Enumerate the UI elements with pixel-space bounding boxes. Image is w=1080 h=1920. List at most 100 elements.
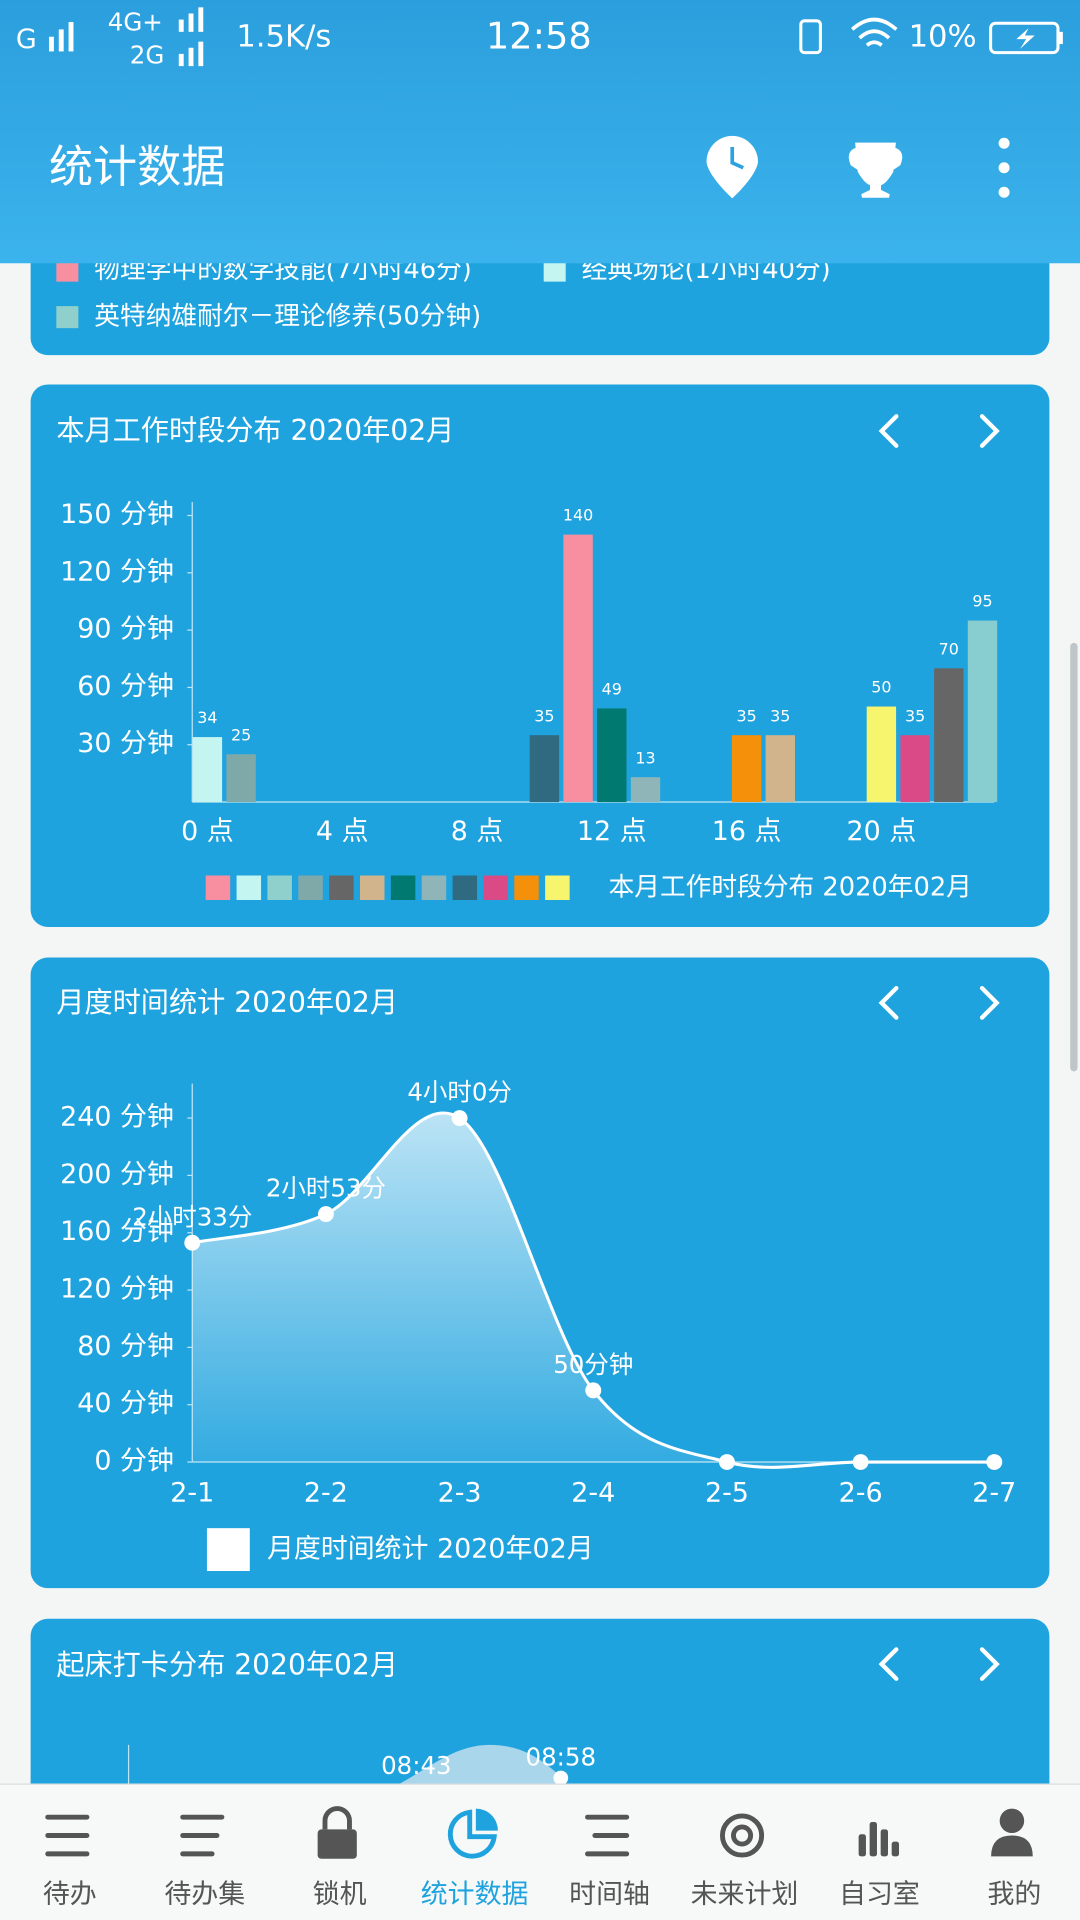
x-tick-label: 2-1 — [170, 1477, 214, 1508]
nav-icon[interactable] — [447, 1809, 497, 1859]
chart-title: 本月工作时段分布 2020年02月 — [56, 414, 454, 447]
legend-label: 本月工作时段分布 2020年02月 — [609, 872, 972, 902]
nav-label[interactable]: 待办集 — [164, 1879, 245, 1910]
app-title: 统计数据 — [49, 142, 225, 193]
x-tick-label: 2-5 — [705, 1477, 749, 1508]
legend-swatch — [514, 875, 539, 900]
signal-bar — [188, 47, 194, 67]
chart-title: 月度时间统计 2020年02月 — [56, 986, 398, 1019]
legend-swatch — [298, 875, 323, 900]
annotation: 08:43 — [381, 1751, 452, 1780]
signal-bar — [48, 36, 54, 52]
prev-arrow[interactable] — [878, 986, 899, 1020]
nav-icon[interactable] — [720, 1813, 765, 1858]
prev-arrow[interactable] — [878, 414, 899, 448]
carrier: G — [16, 24, 37, 55]
battery-level: 10% — [909, 19, 977, 54]
network: 2G — [130, 40, 165, 69]
legend-swatch — [205, 875, 231, 900]
legend-swatch — [483, 875, 508, 900]
annotation: 08:58 — [526, 1742, 597, 1771]
bar — [597, 708, 627, 803]
clock: 12:58 — [486, 14, 592, 57]
legend-label: 月度时间统计 2020年02月 — [267, 1534, 594, 1565]
bar — [226, 754, 256, 803]
menu-dot[interactable] — [998, 162, 1010, 174]
legend-swatch — [267, 875, 292, 900]
signal-bar — [198, 7, 204, 32]
nav-icon[interactable] — [731, 1824, 754, 1847]
nav-icon[interactable] — [475, 1808, 498, 1831]
point — [585, 1382, 602, 1399]
legend-swatch — [56, 259, 79, 282]
bar-value-label: 35 — [736, 706, 756, 725]
point — [184, 1234, 201, 1251]
x-tick-label: 16 点 — [712, 816, 782, 847]
nav-icon[interactable] — [880, 1829, 888, 1857]
x-tick-label: 0 点 — [181, 816, 234, 847]
trophy-icon[interactable] — [848, 142, 903, 198]
bar — [765, 735, 795, 803]
menu-dot[interactable] — [998, 137, 1010, 149]
nav-label[interactable]: 时间轴 — [569, 1879, 650, 1910]
nav-label[interactable]: 自习室 — [839, 1879, 920, 1910]
nav-label[interactable]: 统计数据 — [421, 1879, 529, 1910]
bar — [563, 534, 593, 803]
bottom-nav — [0, 1784, 1080, 1920]
nav-icon[interactable] — [317, 1829, 357, 1859]
wifi-icon — [851, 17, 898, 47]
x-tick-label: 2-6 — [839, 1477, 883, 1508]
bar-value-label: 95 — [972, 592, 992, 611]
scrollbar — [1070, 642, 1078, 1072]
nav-icon[interactable] — [858, 1834, 866, 1857]
nav-icon[interactable] — [999, 1808, 1025, 1834]
point-label: 50分钟 — [553, 1350, 633, 1379]
nav-icon[interactable] — [891, 1841, 900, 1857]
bar — [529, 735, 560, 803]
nav-icon[interactable] — [991, 1835, 1033, 1857]
x-tick-label: 2-7 — [972, 1477, 1016, 1508]
point — [451, 1110, 468, 1127]
bar-value-label: 34 — [197, 708, 217, 727]
bar-value-label: 140 — [563, 506, 593, 525]
signal-bar — [178, 19, 184, 32]
point — [317, 1206, 334, 1223]
y-tick-label: 30 分钟 — [77, 728, 174, 759]
nav-label[interactable]: 我的 — [987, 1879, 1041, 1910]
next-arrow[interactable] — [979, 986, 1000, 1020]
bar-value-label: 35 — [770, 706, 790, 725]
legend-swatch — [390, 875, 416, 900]
prev-arrow[interactable] — [878, 1647, 899, 1681]
card-title: 起床打卡分布 2020年02月 — [56, 1649, 398, 1682]
nav-icon[interactable] — [869, 1822, 877, 1857]
network-speed: 1.5K/s — [236, 19, 331, 54]
nav-label[interactable]: 待办 — [43, 1879, 97, 1910]
history-icon[interactable] — [706, 135, 758, 199]
x-tick-label: 12 点 — [577, 816, 647, 847]
signal-bar — [68, 22, 74, 52]
legend-swatch — [236, 875, 262, 900]
point — [852, 1454, 869, 1470]
bar-value-label: 25 — [231, 725, 251, 744]
battery-tip — [1057, 31, 1063, 45]
network: 4G+ — [108, 7, 163, 36]
nav-label[interactable]: 未来计划 — [691, 1879, 799, 1910]
nav-icon[interactable] — [322, 1806, 352, 1830]
next-arrow[interactable] — [979, 414, 1000, 448]
vibrate-icon — [799, 19, 822, 55]
legend-swatch — [545, 875, 570, 900]
next-arrow[interactable] — [979, 1647, 1000, 1681]
bar-value-label: 49 — [602, 680, 622, 699]
signal-bar — [178, 53, 184, 67]
point — [986, 1454, 1003, 1470]
legend-label: 英特纳雄耐尔－理论修养(50分钟) — [94, 302, 481, 332]
point-label: 4小时0分 — [407, 1078, 512, 1107]
charging-icon — [1016, 28, 1035, 49]
bar — [731, 735, 762, 803]
area-shape — [391, 1744, 564, 1788]
nav-label[interactable]: 锁机 — [313, 1879, 367, 1910]
bar — [967, 620, 998, 803]
y-tick-label: 120 分钟 — [60, 556, 174, 587]
point — [718, 1454, 735, 1470]
menu-dot[interactable] — [998, 186, 1010, 198]
